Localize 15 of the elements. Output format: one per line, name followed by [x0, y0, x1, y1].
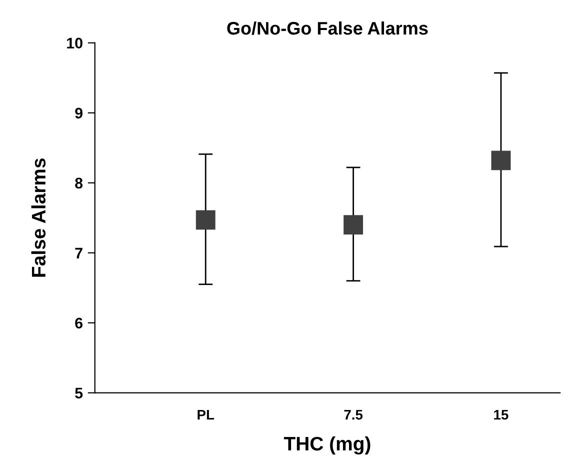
x-tick-label: 7.5: [344, 410, 363, 420]
x-axis-title: THC (mg): [284, 436, 370, 455]
point: [196, 210, 216, 230]
point: [344, 215, 364, 235]
y-tick-label: 9: [75, 108, 83, 119]
y-tick-label: 10: [67, 38, 82, 49]
x-tick-label: 15: [494, 410, 508, 420]
y-tick-label: 8: [75, 178, 83, 189]
y-tick-label: 7: [75, 248, 82, 258]
y-axis-title: False Alarms: [31, 158, 46, 277]
y-tick-label: 5: [75, 388, 83, 398]
point: [491, 150, 511, 170]
chart-title: Go/No-Go False Alarms: [227, 21, 428, 35]
y-tick-label: 6: [75, 318, 83, 329]
x-tick-label: PL: [198, 410, 214, 420]
